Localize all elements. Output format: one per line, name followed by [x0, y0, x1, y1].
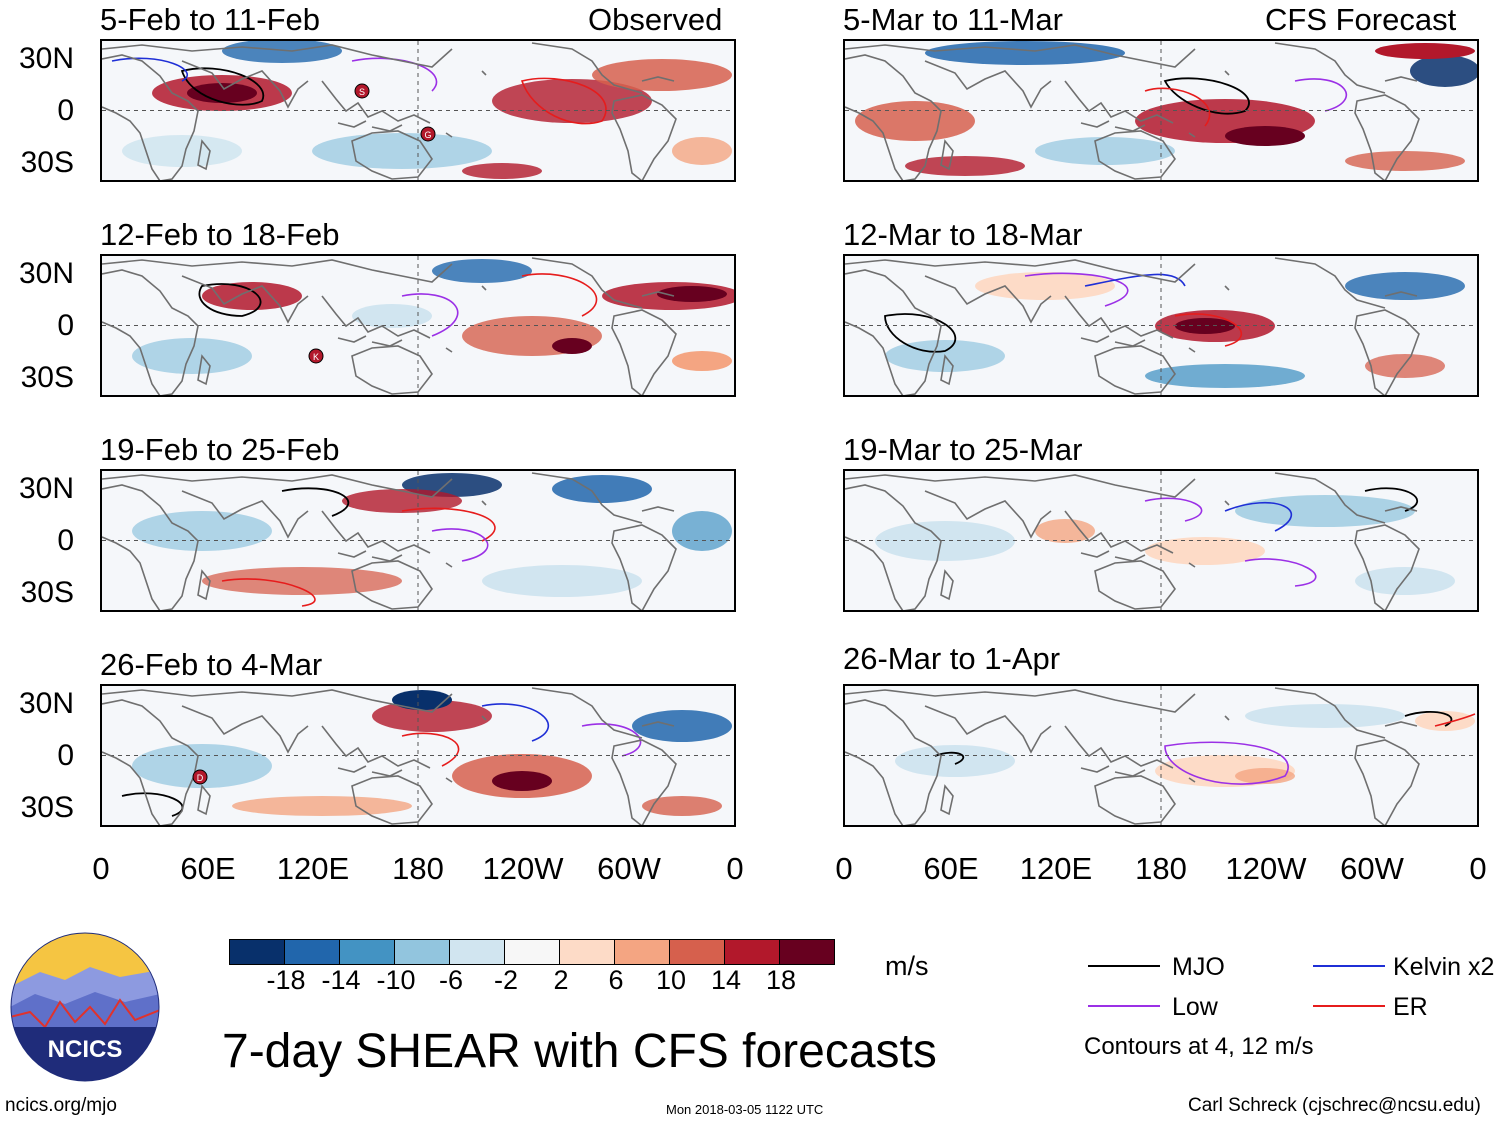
- panel-title-5: 19-Feb to 25-Feb: [100, 432, 340, 467]
- colorbar-tick-label: 14: [710, 965, 742, 995]
- lon-label: 60E: [180, 851, 236, 886]
- colorbar-tick-label: 18: [765, 965, 797, 995]
- lon-label: 120W: [1225, 851, 1307, 886]
- panel-title-1: 5-Feb to 11-Feb: [100, 2, 320, 37]
- panel-title-6: 19-Mar to 25-Mar: [843, 432, 1083, 467]
- footer-author: Carl Schreck (cjschrec@ncsu.edu): [1188, 1095, 1481, 1116]
- panel-title-2: 5-Mar to 11-Mar: [843, 2, 1063, 37]
- colorbar-swatch: [614, 940, 669, 964]
- lon-label: 0: [835, 851, 853, 886]
- colorbar-swatch: [669, 940, 724, 964]
- lat-label: 30N: [18, 472, 74, 505]
- legend-label-mjo: MJO: [1172, 953, 1225, 981]
- colorbar-swatch: [394, 940, 449, 964]
- logo-text: NCICS: [48, 1036, 123, 1063]
- panel-tag-cfs: CFS Forecast: [1265, 2, 1457, 37]
- colorbar-tick-label: -14: [321, 965, 361, 995]
- legend-line-mjo: [1088, 965, 1160, 967]
- legend-label-kelvin: Kelvin x2: [1393, 953, 1495, 981]
- colorbar-swatch: [230, 940, 284, 964]
- panel-title-4: 12-Mar to 18-Mar: [843, 217, 1083, 252]
- colorbar-swatch: [284, 940, 339, 964]
- lon-label: 120W: [482, 851, 564, 886]
- map-panel-forecast-4: [843, 684, 1479, 827]
- map-panel-observed-1: S G: [100, 39, 736, 182]
- panel-title-7: 26-Feb to 4-Mar: [100, 647, 323, 682]
- ncics-logo: NCICS: [10, 932, 160, 1082]
- lat-label: 0: [57, 94, 74, 127]
- map-panel-forecast-3: [843, 469, 1479, 612]
- storm-marker: D: [192, 769, 208, 785]
- storm-marker: K: [308, 348, 324, 364]
- lon-label: 180: [392, 851, 444, 886]
- lat-label: 30S: [20, 146, 74, 179]
- colorbar-tick-label: -18: [266, 965, 306, 995]
- colorbar-swatch: [779, 940, 834, 964]
- colorbar-tick-label: 10: [655, 965, 687, 995]
- legend-line-low: [1088, 1005, 1160, 1007]
- colorbar: [229, 939, 835, 965]
- lat-label: 30S: [20, 576, 74, 609]
- colorbar-units: m/s: [885, 951, 929, 981]
- lon-label: 0: [1469, 851, 1487, 886]
- legend-line-kelvin: [1313, 965, 1385, 967]
- colorbar-tick-label: -2: [493, 965, 518, 995]
- lat-label: 30S: [20, 361, 74, 394]
- colorbar-tick-label: 6: [608, 965, 624, 995]
- legend-label-er: ER: [1393, 993, 1428, 1021]
- storm-marker: S: [354, 83, 370, 99]
- footer-url[interactable]: ncics.org/mjo: [5, 1095, 117, 1116]
- map-panel-observed-4: D: [100, 684, 736, 827]
- lat-label: 30S: [20, 791, 74, 824]
- storm-marker: G: [420, 126, 436, 142]
- lat-label: 0: [57, 739, 74, 772]
- panel-title-8: 26-Mar to 1-Apr: [843, 641, 1061, 676]
- lon-label: 60W: [597, 851, 661, 886]
- colorbar-tick-label: 2: [553, 965, 569, 995]
- colorbar-tick-label: -6: [438, 965, 463, 995]
- map-panel-observed-3: [100, 469, 736, 612]
- colorbar-tick-label: -10: [376, 965, 416, 995]
- lon-label: 0: [726, 851, 744, 886]
- page-title: 7-day SHEAR with CFS forecasts: [222, 1025, 937, 1078]
- colorbar-swatch: [339, 940, 394, 964]
- legend-label-low: Low: [1172, 993, 1218, 1021]
- colorbar-swatch: [724, 940, 779, 964]
- storm-marker-label: D: [197, 773, 204, 783]
- colorbar-swatch: [559, 940, 614, 964]
- lon-label: 60E: [923, 851, 979, 886]
- colorbar-swatch: [449, 940, 504, 964]
- colorbar-swatch: [504, 940, 559, 964]
- legend-line-er: [1313, 1005, 1385, 1007]
- legend-note: Contours at 4, 12 m/s: [1084, 1033, 1314, 1060]
- lon-label: 60W: [1340, 851, 1404, 886]
- storm-marker-label: S: [359, 87, 365, 97]
- panel-tag-observed: Observed: [588, 2, 723, 37]
- map-panel-forecast-2: [843, 254, 1479, 397]
- lat-label: 0: [57, 524, 74, 557]
- map-panel-forecast-1: [843, 39, 1479, 182]
- lat-label: 0: [57, 309, 74, 342]
- lat-label: 30N: [18, 257, 74, 290]
- lon-label: 120E: [276, 851, 350, 886]
- panel-title-3: 12-Feb to 18-Feb: [100, 217, 340, 252]
- lat-label: 30N: [18, 42, 74, 75]
- footer-timestamp: Mon 2018-03-05 1122 UTC: [666, 1102, 824, 1117]
- lat-label: 30N: [18, 687, 74, 720]
- lon-label: 120E: [1019, 851, 1093, 886]
- lon-label: 0: [92, 851, 110, 886]
- lon-label: 180: [1135, 851, 1187, 886]
- storm-marker-label: G: [424, 130, 431, 140]
- map-panel-observed-2: K: [100, 254, 736, 397]
- storm-marker-label: K: [313, 352, 319, 362]
